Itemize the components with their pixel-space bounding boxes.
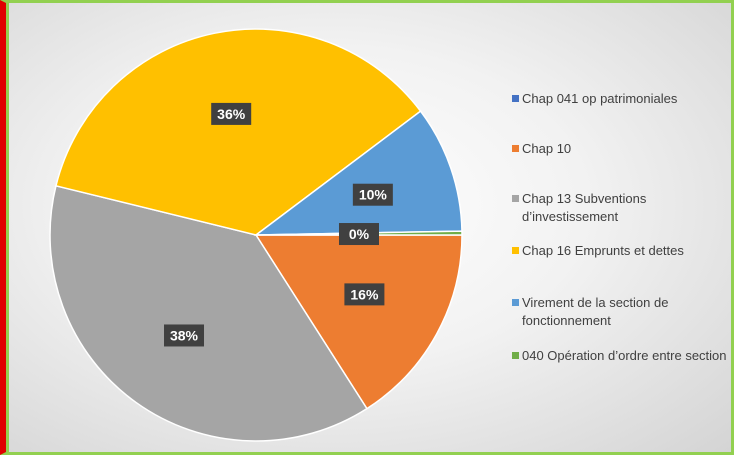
legend-swatch bbox=[512, 95, 519, 102]
pie-slice bbox=[254, 234, 463, 410]
data-label: 38% bbox=[170, 327, 199, 343]
legend-label: 040 Opération d’ordre entre section bbox=[522, 348, 727, 363]
data-label-box bbox=[164, 324, 205, 347]
data-label-box bbox=[211, 102, 252, 125]
legend-label: Chap 16 Emprunts et dettes bbox=[522, 243, 684, 258]
legend-label: Virement de la section de fonctionnement bbox=[522, 295, 669, 328]
data-label: 36% bbox=[217, 106, 246, 122]
data-label: 16% bbox=[350, 286, 379, 302]
legend-swatch bbox=[512, 195, 519, 202]
data-label-box bbox=[344, 283, 385, 306]
pie-slice bbox=[49, 184, 368, 442]
pie-slice bbox=[55, 28, 422, 236]
data-label: 10% bbox=[359, 187, 388, 203]
data-label-box bbox=[352, 183, 393, 206]
pie-slice bbox=[253, 110, 463, 236]
legend-swatch bbox=[512, 299, 519, 306]
data-label: 0% bbox=[349, 226, 370, 242]
legend-label: Chap 13 Subventions d’investissement bbox=[522, 191, 647, 224]
legend-swatch bbox=[512, 247, 519, 254]
frame-edge bbox=[6, 3, 9, 452]
legend-label: Chap 10 bbox=[522, 141, 572, 156]
data-label-box bbox=[338, 223, 379, 246]
legend-swatch bbox=[512, 145, 519, 152]
legend-swatch bbox=[512, 352, 519, 359]
legend-label: Chap 041 op patrimoniales bbox=[522, 91, 678, 106]
